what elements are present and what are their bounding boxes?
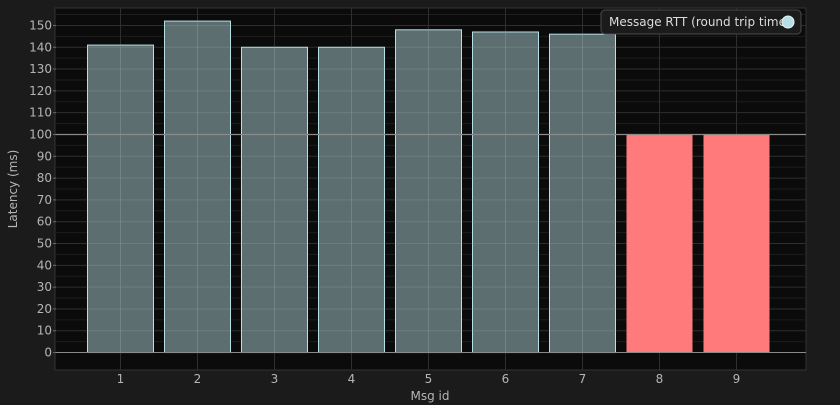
legend-marker-icon [781, 15, 795, 29]
y-tick-label: 100 [29, 127, 52, 141]
bar-9 [703, 134, 770, 353]
y-tick-label: 20 [37, 302, 52, 316]
y-tick-label: 130 [29, 62, 52, 76]
x-tick-label: 8 [656, 372, 664, 386]
x-tick-label: 4 [348, 372, 356, 386]
y-tick-label: 40 [37, 258, 52, 272]
y-tick-label: 0 [44, 346, 52, 360]
y-axis-title: Latency (ms) [6, 150, 20, 229]
x-tick-label: 7 [579, 372, 587, 386]
ticks-layer: 0 10 20 30 40 50 60 70 80 90 100 110 120 130 140 150 1 2 3… [29, 18, 740, 386]
y-tick-label: 70 [37, 193, 52, 207]
legend-label: Message RTT (round trip time) [609, 15, 791, 29]
x-tick-label: 2 [194, 372, 202, 386]
legend[interactable]: Message RTT (round trip time) [600, 9, 802, 35]
x-tick-label: 9 [733, 372, 741, 386]
y-tick-label: 150 [29, 18, 52, 32]
bar-8 [626, 134, 693, 353]
x-tick-label: 3 [271, 372, 279, 386]
y-tick-label: 110 [29, 106, 52, 120]
y-tick-label: 140 [29, 40, 52, 54]
legend-box [600, 9, 802, 35]
y-tick-label: 50 [37, 237, 52, 251]
y-tick-label: 60 [37, 215, 52, 229]
y-tick-label: 90 [37, 149, 52, 163]
x-tick-label: 1 [117, 372, 125, 386]
reference-layer [55, 133, 806, 354]
y-tick-label: 80 [37, 171, 52, 185]
x-tick-label: 5 [425, 372, 433, 386]
y-tick-label: 30 [37, 280, 52, 294]
y-tick-label: 120 [29, 84, 52, 98]
y-tick-label: 10 [37, 324, 52, 338]
x-axis-title: Msg id [411, 389, 450, 403]
x-tick-label: 6 [502, 372, 510, 386]
bars-layer [87, 20, 770, 354]
